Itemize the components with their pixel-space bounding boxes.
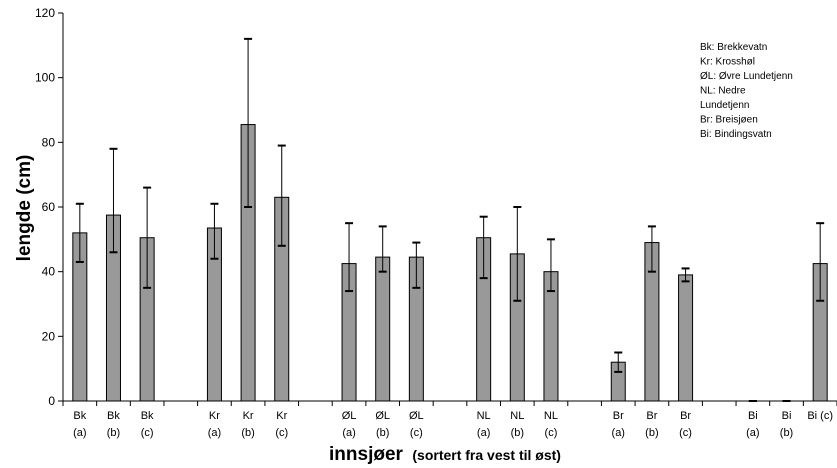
category-sublabel: (a) [612, 427, 625, 439]
legend-entry: Bk: Brekkevatn [700, 42, 767, 53]
x-axis-title-sub: (sortert fra vest til øst) [412, 447, 561, 463]
category-sublabel: (b) [645, 427, 658, 439]
category-label: ØL [409, 410, 424, 422]
legend-entry: Br: Breisjøen [700, 115, 758, 126]
legend-entry: Bi: Bindingsvatn [700, 129, 772, 140]
y-tick-label: 60 [42, 200, 56, 214]
error-bars [75, 37, 825, 402]
category-sublabel: (b) [107, 427, 120, 439]
category-label: Bk [73, 410, 86, 422]
legend-entry: Lundetjenn [700, 100, 750, 111]
y-tick-label: 80 [42, 135, 56, 149]
x-axis: Bk (a) Bk (b) Bk (c) Kr (a) Kr (b) Kr (c) ØL (a) ØL (b)… [62, 400, 837, 439]
y-tick-label: 100 [35, 71, 55, 85]
category-label: NL [477, 410, 491, 422]
category-label: NL [510, 410, 524, 422]
category-sublabel: (c) [410, 427, 423, 439]
category-sublabel: (a) [746, 427, 759, 439]
category-sublabel: (a) [73, 427, 86, 439]
category-sublabel: (c) [141, 427, 154, 439]
bar [375, 256, 391, 402]
category-label: Kr [276, 410, 287, 422]
legend-entry: ØL: Øvre Lundetjenn [700, 71, 793, 82]
bars [72, 124, 828, 402]
category-sublabel: (b) [241, 427, 254, 439]
category-sublabel: (a) [208, 427, 221, 439]
x-axis-title: innsjøer (sortert fra vest til øst) [329, 444, 561, 465]
y-axis: 0 20 40 60 80 100 120 [35, 6, 64, 408]
category-label: Kr [209, 410, 220, 422]
legend: Bk: Brekkevatn Kr: Krosshøl ØL: Øvre Lunde… [700, 42, 793, 140]
category-label: Br [613, 410, 624, 422]
category-label: NL [544, 410, 558, 422]
category-sublabel: (b) [780, 427, 793, 439]
category-sublabel: (b) [376, 427, 389, 439]
y-tick-label: 0 [48, 394, 55, 408]
legend-entry: NL: Nedre [700, 86, 746, 97]
category-label: Bi (c) [807, 410, 833, 422]
category-label: ØL [342, 410, 357, 422]
category-sublabel: (c) [275, 427, 288, 439]
category-label: Kr [243, 410, 254, 422]
y-tick-label: 20 [42, 329, 56, 343]
x-axis-title-main: innsjøer [329, 444, 404, 465]
category-label: Br [680, 410, 691, 422]
y-axis-title: lengde (cm) [14, 155, 35, 262]
bar [678, 274, 694, 402]
category-label: ØL [375, 410, 390, 422]
y-tick-label: 120 [35, 6, 55, 20]
category-label: Bk [141, 410, 154, 422]
legend-entry: Kr: Krosshøl [700, 57, 755, 68]
y-tick-label: 40 [42, 265, 56, 279]
category-label: Br [646, 410, 657, 422]
category-label: Bi [782, 410, 792, 422]
category-sublabel: (a) [477, 427, 490, 439]
category-sublabel: (b) [511, 427, 524, 439]
category-sublabel: (c) [679, 427, 692, 439]
category-label: Bk [107, 410, 120, 422]
category-sublabel: (a) [342, 427, 355, 439]
category-label: Bi [748, 410, 758, 422]
category-sublabel: (c) [545, 427, 558, 439]
